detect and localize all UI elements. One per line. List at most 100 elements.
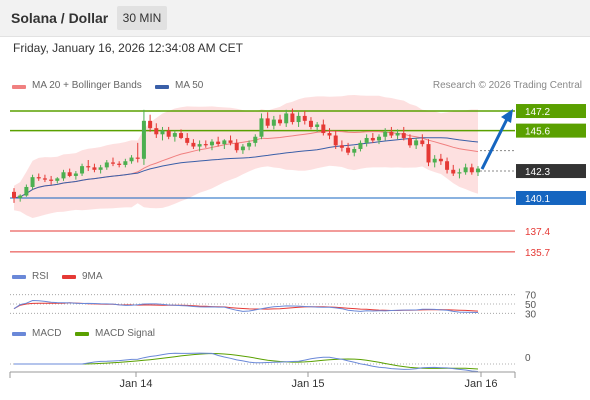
rsi-legend-swatch bbox=[12, 275, 26, 279]
candle bbox=[73, 171, 78, 180]
candle bbox=[197, 140, 202, 152]
candle-body bbox=[42, 178, 47, 180]
candle bbox=[86, 160, 91, 172]
ma50-line bbox=[13, 137, 479, 199]
candle bbox=[327, 128, 332, 140]
candle-body bbox=[12, 191, 16, 198]
candle bbox=[346, 142, 351, 156]
candle bbox=[265, 112, 270, 129]
candle-body bbox=[166, 130, 171, 137]
candle bbox=[420, 134, 425, 147]
rsi-ma-legend-label: 9MA bbox=[82, 271, 103, 282]
candle bbox=[370, 133, 375, 143]
candle-body bbox=[117, 163, 122, 165]
candle bbox=[339, 140, 344, 152]
candle bbox=[407, 134, 412, 148]
candle-body bbox=[395, 133, 400, 136]
candle-body bbox=[438, 158, 443, 162]
macd-line bbox=[14, 352, 479, 372]
candle bbox=[259, 113, 264, 140]
candle-body bbox=[24, 186, 29, 196]
timestamp: Friday, January 16, 2026 12:34:08 AM CET bbox=[13, 41, 243, 55]
candle-body bbox=[457, 172, 462, 174]
level-label-box bbox=[516, 190, 586, 205]
candle bbox=[302, 111, 307, 125]
candle bbox=[315, 122, 320, 132]
candle-body bbox=[104, 162, 109, 168]
candle bbox=[451, 164, 456, 176]
macd-signal-legend-label: MACD Signal bbox=[95, 328, 156, 339]
candle-body bbox=[463, 167, 468, 173]
candle bbox=[92, 163, 97, 173]
level-label: 142.3 bbox=[525, 167, 550, 178]
candle bbox=[80, 163, 85, 176]
candle bbox=[271, 115, 276, 130]
candle bbox=[438, 153, 443, 165]
candle-body bbox=[209, 141, 214, 146]
rsi-axis-label: 70 bbox=[525, 291, 537, 302]
candle-body bbox=[216, 141, 221, 145]
candle-body bbox=[364, 137, 369, 143]
candle bbox=[98, 164, 103, 174]
candle-body bbox=[315, 124, 320, 127]
candle-body bbox=[278, 119, 283, 124]
candle bbox=[228, 135, 233, 146]
candle-body bbox=[191, 142, 196, 147]
candle bbox=[36, 173, 41, 181]
candle-body bbox=[185, 137, 190, 143]
candle-body bbox=[73, 173, 78, 176]
candle bbox=[110, 157, 115, 167]
rsi-line bbox=[13, 299, 479, 313]
candle bbox=[364, 134, 369, 147]
candle bbox=[395, 129, 400, 140]
candle bbox=[247, 140, 252, 151]
rsi-legend-label: RSI bbox=[32, 271, 49, 282]
candle bbox=[18, 194, 23, 202]
level-label: 137.4 bbox=[525, 227, 550, 238]
candle-body bbox=[135, 157, 140, 159]
candle-body bbox=[469, 167, 474, 173]
candle-body bbox=[197, 144, 202, 147]
level-label: 135.7 bbox=[525, 248, 550, 259]
candle bbox=[296, 112, 301, 127]
candle-body bbox=[240, 146, 245, 151]
timeframe-badge[interactable]: 30 MIN bbox=[117, 6, 167, 30]
candle-body bbox=[129, 157, 134, 162]
candle bbox=[377, 134, 382, 145]
candle bbox=[290, 108, 295, 125]
level-label-box bbox=[516, 104, 586, 119]
candle-body bbox=[451, 169, 456, 174]
candle bbox=[389, 126, 394, 138]
candle bbox=[49, 175, 54, 185]
candle bbox=[358, 140, 363, 152]
candle-body bbox=[172, 133, 177, 137]
candle-body bbox=[370, 137, 375, 141]
candle-body bbox=[432, 158, 437, 163]
rsi-axis-label: 50 bbox=[525, 300, 537, 311]
candle bbox=[278, 114, 283, 126]
candle bbox=[284, 109, 289, 127]
candle-body bbox=[377, 136, 382, 141]
candle-body bbox=[321, 124, 326, 134]
instrument-title: Solana / Dollar bbox=[11, 10, 109, 26]
ma20-legend-swatch bbox=[12, 85, 26, 89]
candle bbox=[12, 188, 16, 203]
macd-signal-line bbox=[14, 352, 479, 370]
x-tick-label: Jan 16 bbox=[464, 378, 497, 390]
candle-body bbox=[476, 168, 480, 173]
candle-body bbox=[383, 131, 388, 137]
ma20-legend-label: MA 20 + Bollinger Bands bbox=[32, 80, 142, 91]
candle-body bbox=[426, 144, 431, 163]
candle-body bbox=[179, 133, 184, 138]
candle-body bbox=[290, 113, 295, 123]
candle bbox=[445, 157, 450, 174]
candle-body bbox=[160, 130, 165, 135]
candle-body bbox=[61, 172, 66, 179]
rsi-axis-label: 30 bbox=[525, 309, 537, 320]
bollinger-band bbox=[14, 95, 478, 218]
candle-body bbox=[36, 177, 41, 179]
candle-body bbox=[389, 131, 394, 136]
candle bbox=[24, 184, 29, 197]
candle bbox=[432, 155, 437, 168]
